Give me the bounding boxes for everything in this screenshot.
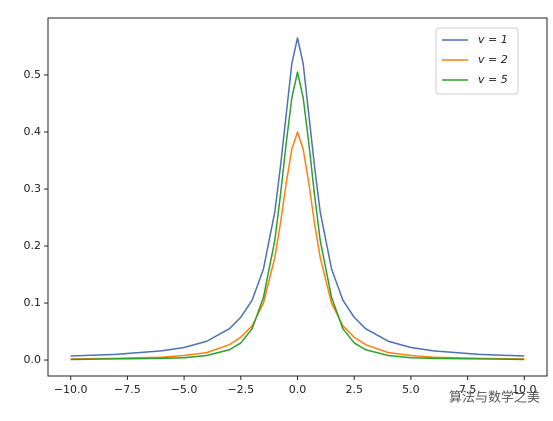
x-tick-label: −2.5 [227,383,254,396]
y-tick-label: 0.1 [24,296,42,309]
series-line [70,71,525,361]
legend-box [435,27,519,95]
y-tick-label: 0.0 [24,353,42,366]
x-tick-label: 10.0 [512,383,537,396]
y-tick-label: 0.5 [24,68,42,81]
y-tick-label: 0.3 [24,182,42,195]
watermark: 算法与数学之美 [449,390,540,406]
x-tick-label: −10.0 [54,383,88,396]
legend-label: v = 1 [478,33,508,46]
x-tick-label: 5.0 [402,383,420,396]
legend-label: v = 2 [478,53,508,66]
x-tick-label: 2.5 [345,383,363,396]
y-tick-label: 0.2 [24,239,42,252]
x-tick-label: 0.0 [289,383,307,396]
series-line [70,37,525,357]
x-tick-label: −7.5 [114,383,141,396]
y-tick-label: 0.4 [24,125,42,138]
x-tick-label: 7.5 [459,383,477,396]
x-tick-label: −5.0 [171,383,198,396]
legend-label: v = 5 [478,73,508,86]
series-line [70,131,525,360]
